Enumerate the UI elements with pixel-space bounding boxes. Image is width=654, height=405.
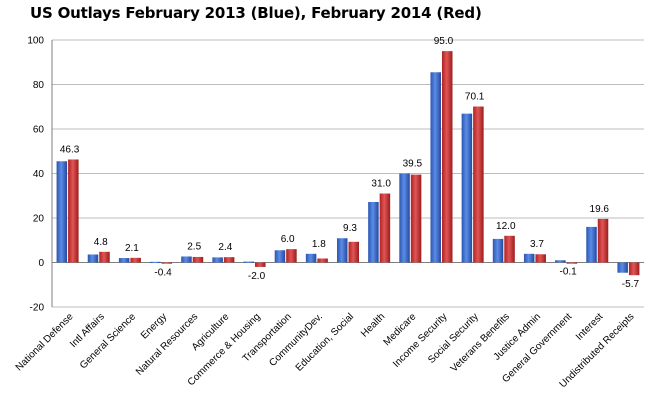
bar-2014	[441, 51, 453, 263]
bar-2013	[523, 253, 535, 263]
bar-2013	[461, 113, 473, 263]
bar-2013	[617, 262, 628, 273]
data-label: 12.0	[496, 221, 516, 232]
y-tick-label: 40	[33, 169, 45, 180]
bar-2013	[337, 238, 348, 263]
category-label: Health	[359, 311, 387, 339]
data-label: 70.1	[465, 92, 485, 103]
category-label: Education, Social	[294, 311, 356, 373]
data-label: 4.8	[94, 237, 108, 248]
data-label: 46.3	[60, 144, 80, 155]
bar-2013	[430, 72, 441, 263]
data-label: 6.0	[281, 234, 295, 245]
bar-2014	[473, 106, 484, 263]
data-labels: 46.3 4.8 2.1 -0.4 2.5 2.4 -2.0 6.0 1.8 9.3 31.0 39.…	[60, 36, 640, 290]
bar-2013	[368, 201, 379, 263]
data-label: 2.1	[125, 243, 139, 254]
bar-2014	[192, 256, 204, 263]
y-tick-label: 20	[33, 214, 45, 225]
data-label: -2.0	[248, 271, 266, 282]
data-label: 9.3	[343, 223, 357, 234]
bar-2013	[243, 261, 255, 263]
bar-2013	[586, 226, 597, 263]
y-tick-label: 100	[27, 36, 44, 47]
bar-2013	[399, 173, 410, 263]
data-label: 19.6	[590, 204, 610, 215]
data-label: -0.4	[154, 267, 172, 278]
data-label: 3.7	[530, 239, 544, 250]
bar-2013	[492, 238, 504, 263]
data-label: 2.5	[187, 241, 201, 252]
bar-2013	[118, 258, 130, 263]
bar-2013	[56, 161, 68, 263]
bar-2013	[150, 261, 161, 264]
y-tick-label: -20	[30, 303, 45, 314]
bar-2013	[555, 260, 566, 263]
data-label: 1.8	[312, 239, 326, 250]
bar-2014	[379, 193, 391, 263]
y-tick-label: 60	[33, 125, 45, 136]
y-tick-label: 0	[38, 258, 44, 269]
bar-2014	[255, 262, 266, 267]
bar-2014	[566, 262, 578, 264]
category-label: Income Security	[391, 311, 449, 369]
category-label: National Defense	[14, 311, 76, 373]
data-label: -0.1	[559, 267, 577, 278]
gridlines	[52, 39, 644, 308]
bar-2014	[348, 241, 359, 263]
bar-2014	[130, 257, 141, 263]
bar-2014	[504, 235, 515, 263]
y-axis: -20 0 20 40 60 80 100	[27, 36, 644, 314]
bar-2014	[317, 258, 328, 263]
y-tick-label: 80	[33, 80, 45, 91]
bar-2013	[87, 254, 99, 263]
data-label: 2.4	[218, 242, 232, 253]
data-label: 31.0	[371, 179, 391, 190]
category-label: General Science	[78, 311, 138, 371]
bar-2013	[305, 253, 317, 263]
bar-2014	[535, 254, 546, 263]
data-label: 39.5	[403, 159, 423, 170]
bar-2014	[99, 251, 110, 263]
bar-2014	[628, 262, 640, 276]
category-label: Energy	[139, 311, 169, 341]
bar-2013	[274, 250, 286, 263]
bar-2014	[410, 174, 422, 263]
bar-2013	[212, 257, 223, 263]
bar-2013	[181, 256, 192, 263]
bar-2014	[286, 249, 297, 263]
bars	[56, 51, 640, 276]
bar-2014	[68, 159, 79, 263]
bar-2014	[223, 257, 235, 263]
data-label: 95.0	[434, 36, 454, 47]
chart-title: US Outlays February 2013 (Blue), Februar…	[30, 4, 482, 22]
data-label: -5.7	[622, 279, 640, 290]
bar-2014	[597, 218, 609, 263]
bar-2014	[161, 262, 173, 264]
